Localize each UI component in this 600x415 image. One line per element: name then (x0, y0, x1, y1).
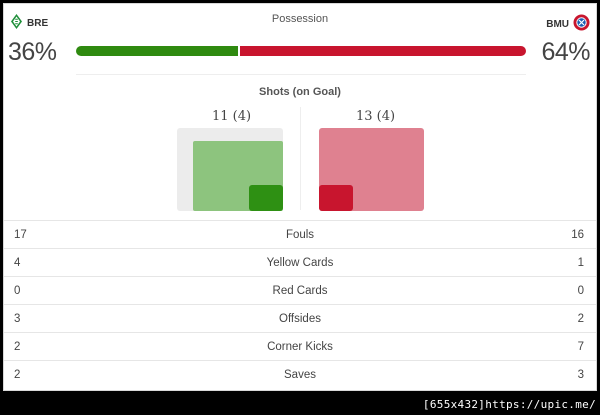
image-host-watermark: [655x432]https://upic.me/ (418, 393, 600, 415)
stat-row-fouls: 17 Fouls 16 (4, 221, 596, 249)
home-team-abbr: BRE (27, 17, 49, 29)
home-stat-value: 2 (14, 369, 21, 381)
possession-title: Possession (271, 13, 329, 25)
home-stat-value: 3 (14, 313, 21, 325)
away-stat-value: 3 (577, 369, 584, 381)
stats-table: 17 Fouls 16 4 Yellow Cards 1 0 Red Cards… (4, 220, 596, 388)
away-stat-value: 16 (571, 229, 584, 241)
stat-label: Saves (284, 369, 316, 381)
home-stat-value: 2 (14, 341, 21, 353)
bayern-munich-crest-icon (573, 14, 590, 34)
stat-row-corner-kicks: 2 Corner Kicks 7 (4, 333, 596, 361)
stat-row-offsides: 3 Offsides 2 (4, 305, 596, 333)
away-shots-label: 13 (4) (356, 109, 396, 124)
away-possession-fill (240, 46, 526, 56)
stat-label: Fouls (285, 229, 315, 241)
away-team[interactable]: BMU (546, 14, 590, 34)
werder-bremen-crest-icon (11, 14, 22, 32)
away-shots-on-goal-block (319, 185, 353, 211)
home-shots-label: 11 (4) (212, 109, 252, 124)
home-shots-on-goal-block (249, 185, 283, 211)
possession-bar (76, 46, 526, 56)
home-stat-value: 4 (14, 257, 21, 269)
match-stats-panel: BRE Possession BMU 36% 64% Shots (on Goa… (3, 3, 597, 391)
stat-label: Red Cards (272, 285, 328, 297)
away-stat-value: 0 (577, 285, 584, 297)
away-stat-value: 2 (577, 313, 584, 325)
away-team-abbr: BMU (546, 18, 569, 30)
home-team[interactable]: BRE (11, 14, 48, 32)
away-stat-value: 1 (577, 257, 584, 269)
stat-label: Offsides (279, 313, 321, 325)
stat-row-yellow-cards: 4 Yellow Cards 1 (4, 249, 596, 277)
home-stat-value: 0 (14, 285, 21, 297)
stat-label: Yellow Cards (266, 257, 334, 269)
stat-row-red-cards: 0 Red Cards 0 (4, 277, 596, 305)
home-stat-value: 17 (14, 229, 27, 241)
stat-row-saves: 2 Saves 3 (4, 361, 596, 388)
shots-title: Shots (on Goal) (259, 86, 341, 98)
shots-separator (300, 107, 301, 210)
section-divider (76, 74, 526, 75)
home-possession-fill (76, 46, 238, 56)
away-stat-value: 7 (577, 341, 584, 353)
home-possession-pct: 36% (8, 38, 57, 66)
stat-label: Corner Kicks (267, 341, 333, 353)
away-possession-pct: 64% (541, 38, 590, 66)
